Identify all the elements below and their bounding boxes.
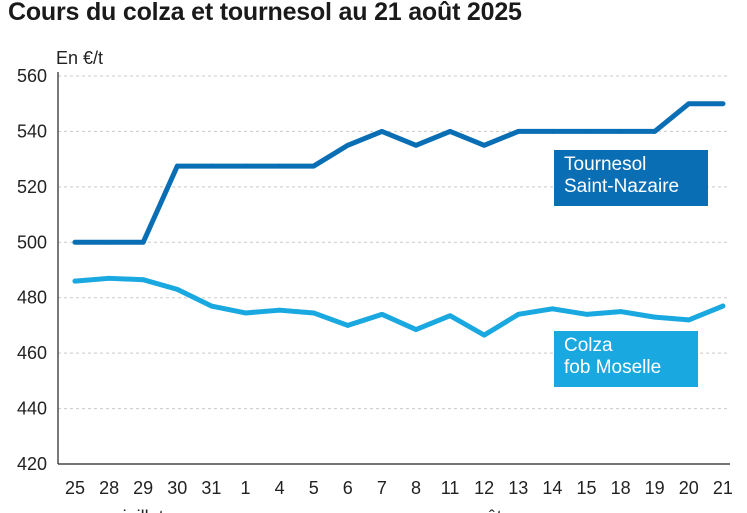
data-point <box>345 323 351 328</box>
y-tick-label: 500 <box>17 232 47 252</box>
x-tick-label: 1 <box>240 478 250 498</box>
data-point <box>379 311 385 317</box>
x-tick-label: 21 <box>713 478 733 498</box>
series-layer <box>72 101 726 338</box>
data-point <box>140 239 146 245</box>
y-tick-label: 560 <box>17 66 47 86</box>
legend-tournesol: Tournesol Saint-Nazaire <box>554 150 708 206</box>
legend-colza: Colza fob Moselle <box>554 331 698 387</box>
series-line-tournesol <box>72 101 726 245</box>
x-tick-label: 13 <box>508 478 528 498</box>
x-tick-label: 31 <box>201 478 221 498</box>
y-tick-label: 440 <box>17 399 47 419</box>
chart-title: Cours du colza et tournesol au 21 août 2… <box>8 0 522 26</box>
x-tick-label: 30 <box>167 478 187 498</box>
data-point <box>413 142 419 148</box>
data-point <box>140 277 146 283</box>
x-tick-label: 5 <box>309 478 319 498</box>
data-point <box>209 163 214 169</box>
data-point <box>652 129 658 134</box>
data-point <box>277 307 282 313</box>
x-tick-label: 14 <box>542 478 562 498</box>
x-tick-label: 15 <box>576 478 596 498</box>
data-point <box>447 313 453 319</box>
data-point <box>311 163 317 169</box>
data-point <box>72 278 78 284</box>
data-point <box>447 129 453 134</box>
x-tick-label: 28 <box>99 478 119 498</box>
y-tick-label: 520 <box>17 177 47 197</box>
x-tick-label: 25 <box>65 478 85 498</box>
data-point <box>686 101 692 107</box>
legend-tournesol-line-1: Tournesol <box>564 154 647 175</box>
axis-layer <box>57 72 730 465</box>
data-point <box>550 129 555 134</box>
data-point <box>209 303 214 309</box>
x-tick-label: 20 <box>679 478 699 498</box>
legend-tournesol-line-2: Saint-Nazaire <box>564 176 680 197</box>
y-tick-label: 480 <box>17 288 47 308</box>
x-tick-label: 8 <box>411 478 421 498</box>
legend-colza-line-1: Colza <box>564 335 613 356</box>
data-point <box>106 239 112 245</box>
data-point <box>584 311 589 317</box>
x-tick-label: 19 <box>645 478 665 498</box>
data-point <box>720 101 726 107</box>
data-point <box>550 306 555 312</box>
month-label: juillet <box>122 507 164 513</box>
y-axis-unit-label: En €/t <box>56 48 103 68</box>
y-tick-label: 540 <box>17 121 47 141</box>
data-point <box>481 332 487 338</box>
data-point <box>106 275 112 281</box>
data-point <box>413 327 419 332</box>
data-point <box>515 129 521 134</box>
data-point <box>174 287 180 292</box>
x-tick-label: 7 <box>377 478 387 498</box>
x-tick-label: 11 <box>441 478 460 498</box>
data-point <box>618 309 623 314</box>
data-point <box>481 142 487 148</box>
data-point <box>345 142 351 148</box>
x-tick-label: 29 <box>133 478 153 498</box>
data-point <box>311 310 317 316</box>
data-point <box>174 163 180 169</box>
data-point <box>720 303 726 309</box>
x-tick-label: 4 <box>275 478 285 498</box>
legend-colza-line-2: fob Moselle <box>564 357 662 378</box>
series-line-colza <box>72 275 726 338</box>
data-point <box>584 129 589 134</box>
data-point <box>652 314 658 320</box>
data-point <box>277 163 282 169</box>
data-point <box>243 310 248 316</box>
month-label: août <box>467 507 502 513</box>
y-tick-label: 420 <box>17 454 47 474</box>
data-point <box>243 163 248 169</box>
x-tick-label: 12 <box>474 478 494 498</box>
data-point <box>515 311 521 317</box>
data-point <box>686 317 692 323</box>
data-point <box>72 239 78 245</box>
y-tick-label: 460 <box>17 343 47 363</box>
x-tick-label: 6 <box>343 478 353 498</box>
data-point <box>618 129 623 134</box>
x-tick-label: 18 <box>611 478 631 498</box>
data-point <box>379 129 385 134</box>
